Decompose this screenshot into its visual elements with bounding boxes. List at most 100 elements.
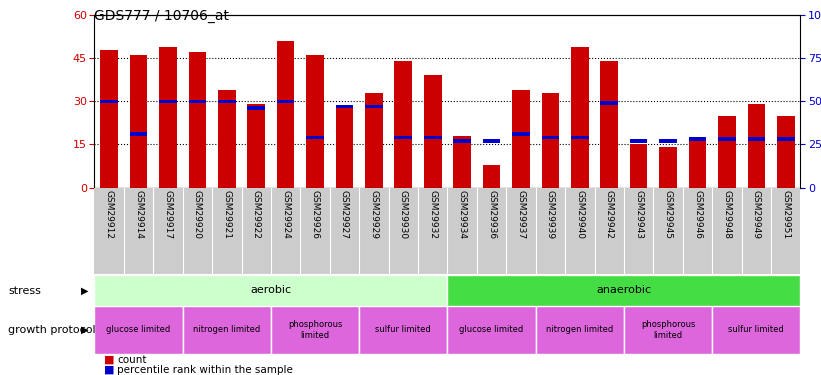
Text: glucose limited: glucose limited	[107, 326, 171, 334]
Text: GSM29943: GSM29943	[634, 190, 643, 239]
Bar	[659, 147, 677, 188]
Bar	[336, 105, 353, 108]
Text: GSM29920: GSM29920	[193, 190, 202, 239]
Bar	[600, 101, 618, 105]
Text: GSM29948: GSM29948	[722, 190, 732, 239]
Text: GSM29926: GSM29926	[310, 190, 319, 239]
Bar	[365, 93, 383, 188]
Text: GDS777 / 10706_at: GDS777 / 10706_at	[94, 9, 229, 23]
Text: GSM29937: GSM29937	[516, 190, 525, 239]
Bar	[336, 107, 353, 188]
Text: GSM29934: GSM29934	[457, 190, 466, 239]
Text: ■: ■	[104, 355, 115, 365]
Text: nitrogen limited: nitrogen limited	[193, 326, 260, 334]
Text: GSM29939: GSM29939	[546, 190, 555, 239]
Text: GSM29949: GSM29949	[752, 190, 761, 239]
Text: GSM29942: GSM29942	[605, 190, 614, 239]
Bar	[748, 104, 765, 188]
Text: GSM29914: GSM29914	[134, 190, 143, 239]
Text: GSM29929: GSM29929	[369, 190, 378, 239]
Bar	[94, 306, 183, 354]
Bar	[483, 165, 501, 188]
Text: count: count	[117, 355, 147, 365]
Text: nitrogen limited: nitrogen limited	[546, 326, 613, 334]
Text: GSM29924: GSM29924	[281, 190, 290, 239]
Bar	[189, 99, 206, 103]
Bar	[718, 116, 736, 188]
Bar	[100, 50, 118, 188]
Bar	[395, 61, 412, 188]
Bar	[536, 306, 624, 354]
Bar	[247, 104, 265, 188]
Bar	[600, 61, 618, 188]
Bar	[571, 136, 589, 139]
Bar	[630, 139, 648, 142]
Text: growth protocol: growth protocol	[8, 325, 96, 335]
Bar	[277, 41, 295, 188]
Text: ▶: ▶	[81, 325, 89, 335]
Bar	[542, 136, 559, 139]
Bar	[277, 99, 295, 103]
Bar	[271, 306, 360, 354]
Bar	[718, 138, 736, 141]
Text: GSM29927: GSM29927	[340, 190, 349, 239]
Text: GSM29940: GSM29940	[576, 190, 585, 239]
Bar	[748, 138, 765, 141]
Bar	[630, 144, 648, 188]
Bar	[447, 306, 536, 354]
Text: GSM29932: GSM29932	[429, 190, 438, 239]
Text: phosphorous
limited: phosphorous limited	[288, 320, 342, 340]
Bar	[512, 132, 530, 136]
Bar	[218, 90, 236, 188]
Bar	[395, 136, 412, 139]
Text: anaerobic: anaerobic	[596, 285, 652, 295]
Bar	[777, 138, 795, 141]
Bar	[689, 138, 706, 141]
Text: ▶: ▶	[81, 286, 89, 296]
Text: glucose limited: glucose limited	[460, 326, 524, 334]
Bar	[713, 306, 800, 354]
Bar	[189, 53, 206, 188]
Bar	[247, 106, 265, 110]
Text: ■: ■	[104, 365, 115, 375]
Bar	[624, 306, 713, 354]
Bar	[512, 90, 530, 188]
Bar	[130, 132, 148, 136]
Text: GSM29946: GSM29946	[693, 190, 702, 239]
Text: sulfur limited: sulfur limited	[728, 326, 784, 334]
Text: GSM29912: GSM29912	[104, 190, 113, 239]
Bar	[453, 136, 471, 188]
Text: percentile rank within the sample: percentile rank within the sample	[117, 365, 293, 375]
Text: GSM29945: GSM29945	[663, 190, 672, 239]
Bar	[306, 55, 324, 188]
Bar	[777, 116, 795, 188]
Text: GSM29936: GSM29936	[487, 190, 496, 239]
Text: phosphorous
limited: phosphorous limited	[641, 320, 695, 340]
Bar	[689, 139, 706, 188]
Text: GSM29921: GSM29921	[222, 190, 232, 239]
Text: GSM29922: GSM29922	[252, 190, 261, 239]
Text: stress: stress	[8, 286, 41, 296]
Bar	[360, 306, 447, 354]
Bar	[453, 139, 471, 142]
Bar	[306, 136, 324, 139]
Bar	[365, 105, 383, 108]
Bar	[94, 275, 447, 306]
Bar	[100, 99, 118, 103]
Bar	[483, 139, 501, 142]
Bar	[571, 46, 589, 188]
Bar	[130, 55, 148, 188]
Text: GSM29951: GSM29951	[782, 190, 791, 239]
Text: sulfur limited: sulfur limited	[375, 326, 431, 334]
Bar	[542, 93, 559, 188]
Bar	[218, 99, 236, 103]
Text: aerobic: aerobic	[250, 285, 291, 295]
Bar	[659, 139, 677, 142]
Text: GSM29930: GSM29930	[399, 190, 408, 239]
Bar	[159, 46, 177, 188]
Bar	[159, 99, 177, 103]
Bar	[424, 75, 442, 188]
Bar	[183, 306, 271, 354]
Bar	[424, 136, 442, 139]
Text: GSM29917: GSM29917	[163, 190, 172, 239]
